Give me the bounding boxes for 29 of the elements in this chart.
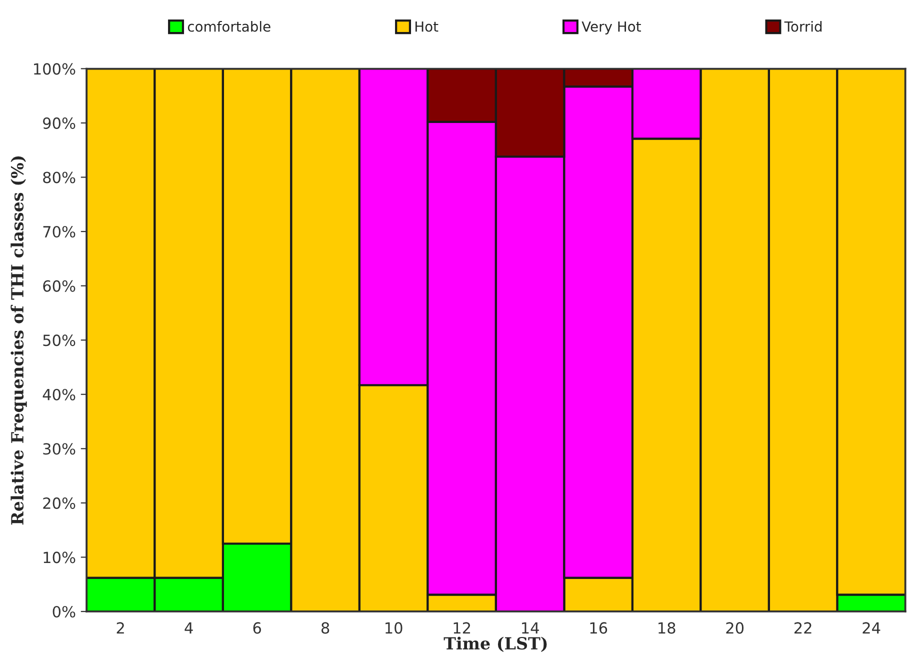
x-tick-label: 10 [386, 622, 402, 634]
y-tick-label: 70% [43, 226, 76, 238]
y-axis-title: Relative Frequencies of THI classes (%) [10, 156, 27, 525]
legend-label: comfortable [188, 21, 270, 32]
x-tick-label: 20 [726, 622, 744, 634]
y-tick-label: 10% [44, 552, 76, 564]
legend-label: Hot [416, 21, 438, 32]
y-tick-label: 20% [43, 497, 76, 509]
x-tick-label: 4 [184, 622, 193, 634]
x-axis-title: Time (LST) [444, 636, 547, 652]
y-tick-label: 0% [52, 606, 76, 618]
y-tick-label: 60% [43, 280, 76, 292]
x-tick-label: 2 [116, 622, 124, 634]
x-tick-label: 14 [522, 622, 539, 634]
y-tick-label: 30% [43, 443, 76, 455]
x-tick-label: 18 [658, 622, 676, 634]
x-tick-label: 8 [322, 622, 330, 634]
y-tick-label: 100% [34, 63, 76, 75]
x-tick-label: 16 [590, 622, 608, 634]
x-tick-label: 12 [454, 622, 470, 634]
y-tick-label: 80% [43, 172, 76, 184]
x-tick-label: 6 [253, 622, 261, 634]
y-tick-label: 90% [43, 117, 76, 129]
x-tick-label: 22 [794, 622, 812, 634]
legend-label: Very Hot [582, 21, 641, 34]
y-tick-label: 50% [43, 334, 76, 346]
y-tick-label: 40% [42, 388, 76, 400]
x-tick-label: 24 [862, 622, 880, 634]
legend-label: Torrid [784, 21, 822, 32]
